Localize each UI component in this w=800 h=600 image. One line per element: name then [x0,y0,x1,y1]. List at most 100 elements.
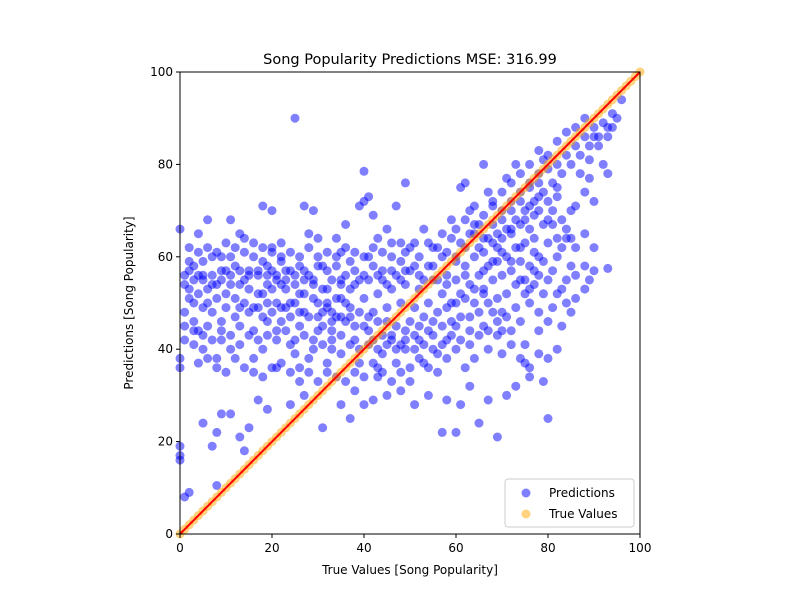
prediction-point [235,266,245,276]
prediction-point [515,317,525,326]
prediction-point [193,229,203,239]
prediction-point [451,427,461,437]
y-axis: 0 20 40 60 80 100 [150,65,180,541]
prediction-point [396,367,406,377]
prediction-point [304,229,314,239]
prediction-point [226,409,236,419]
prediction-point [571,293,581,303]
prediction-point [262,404,272,414]
prediction-point [433,243,443,253]
prediction-point [244,423,254,433]
prediction-point [331,293,341,303]
prediction-point [308,335,318,345]
prediction-point [327,335,337,345]
prediction-point [285,247,295,257]
prediction-point [465,312,475,322]
prediction-point [350,367,360,377]
prediction-point [584,155,594,165]
prediction-point [552,289,562,299]
prediction-point [285,298,295,308]
prediction-point [580,261,590,271]
prediction-point [548,266,558,276]
prediction-point [373,289,383,299]
prediction-point [198,344,208,354]
prediction-point [350,386,360,396]
prediction-point [336,400,346,410]
legend-label-predictions: Predictions [549,486,615,500]
prediction-point [382,340,392,350]
prediction-point [184,487,194,497]
prediction-point [502,312,512,322]
prediction-point [180,321,190,331]
prediction-point [322,303,332,313]
prediction-point [474,330,484,340]
prediction-point [258,344,268,354]
prediction-point [290,280,300,289]
prediction-point [216,409,226,419]
prediction-point [428,317,438,326]
x-tick-label: 40 [356,541,371,555]
prediction-point [469,353,479,363]
prediction-point [506,266,516,276]
y-tick-label: 0 [165,527,173,541]
prediction-point [589,266,599,276]
prediction-point [318,340,328,350]
prediction-point [253,395,263,405]
prediction-point [295,363,305,373]
prediction-point [267,307,277,317]
prediction-point [180,307,190,317]
prediction-point [405,243,415,253]
prediction-point [543,275,553,285]
prediction-point [239,247,249,257]
prediction-point [529,266,539,276]
prediction-point [382,280,392,289]
prediction-point [290,113,300,123]
prediction-point [515,243,525,253]
prediction-point [460,363,470,373]
prediction-point [423,298,433,308]
prediction-point [497,349,507,359]
prediction-point [515,275,525,285]
prediction-point [410,344,420,354]
prediction-point [474,307,484,317]
prediction-point [299,201,309,211]
prediction-point [203,321,213,331]
prediction-point [405,377,415,386]
prediction-point [304,353,314,363]
prediction-point [387,252,397,262]
legend-marker-true-values [521,509,531,519]
prediction-point [244,284,254,294]
prediction-point [285,367,295,377]
prediction-point [419,224,429,234]
prediction-point [456,335,466,345]
prediction-point [400,326,410,336]
prediction-point [345,256,355,266]
prediction-point [230,353,240,363]
prediction-point [373,233,383,243]
prediction-point [299,289,309,299]
prediction-point [359,400,369,410]
prediction-point [189,275,199,285]
prediction-point [502,224,512,234]
prediction-point [511,381,521,391]
prediction-point [492,317,502,326]
prediction-point [552,252,562,262]
prediction-point [368,395,378,405]
prediction-point [580,229,590,239]
prediction-point [207,335,217,345]
prediction-point [465,340,475,350]
prediction-point [382,390,392,400]
prediction-point [492,432,502,442]
prediction-point [308,344,318,354]
prediction-point [327,326,337,336]
prediction-point [304,243,314,253]
legend: Predictions True Values [504,478,635,528]
prediction-point [258,243,268,253]
prediction-point [327,275,337,285]
prediction-point [479,210,489,220]
prediction-point [566,307,576,317]
prediction-point [262,270,272,280]
prediction-point [552,136,562,146]
prediction-point [244,270,254,280]
prediction-point [203,298,213,308]
